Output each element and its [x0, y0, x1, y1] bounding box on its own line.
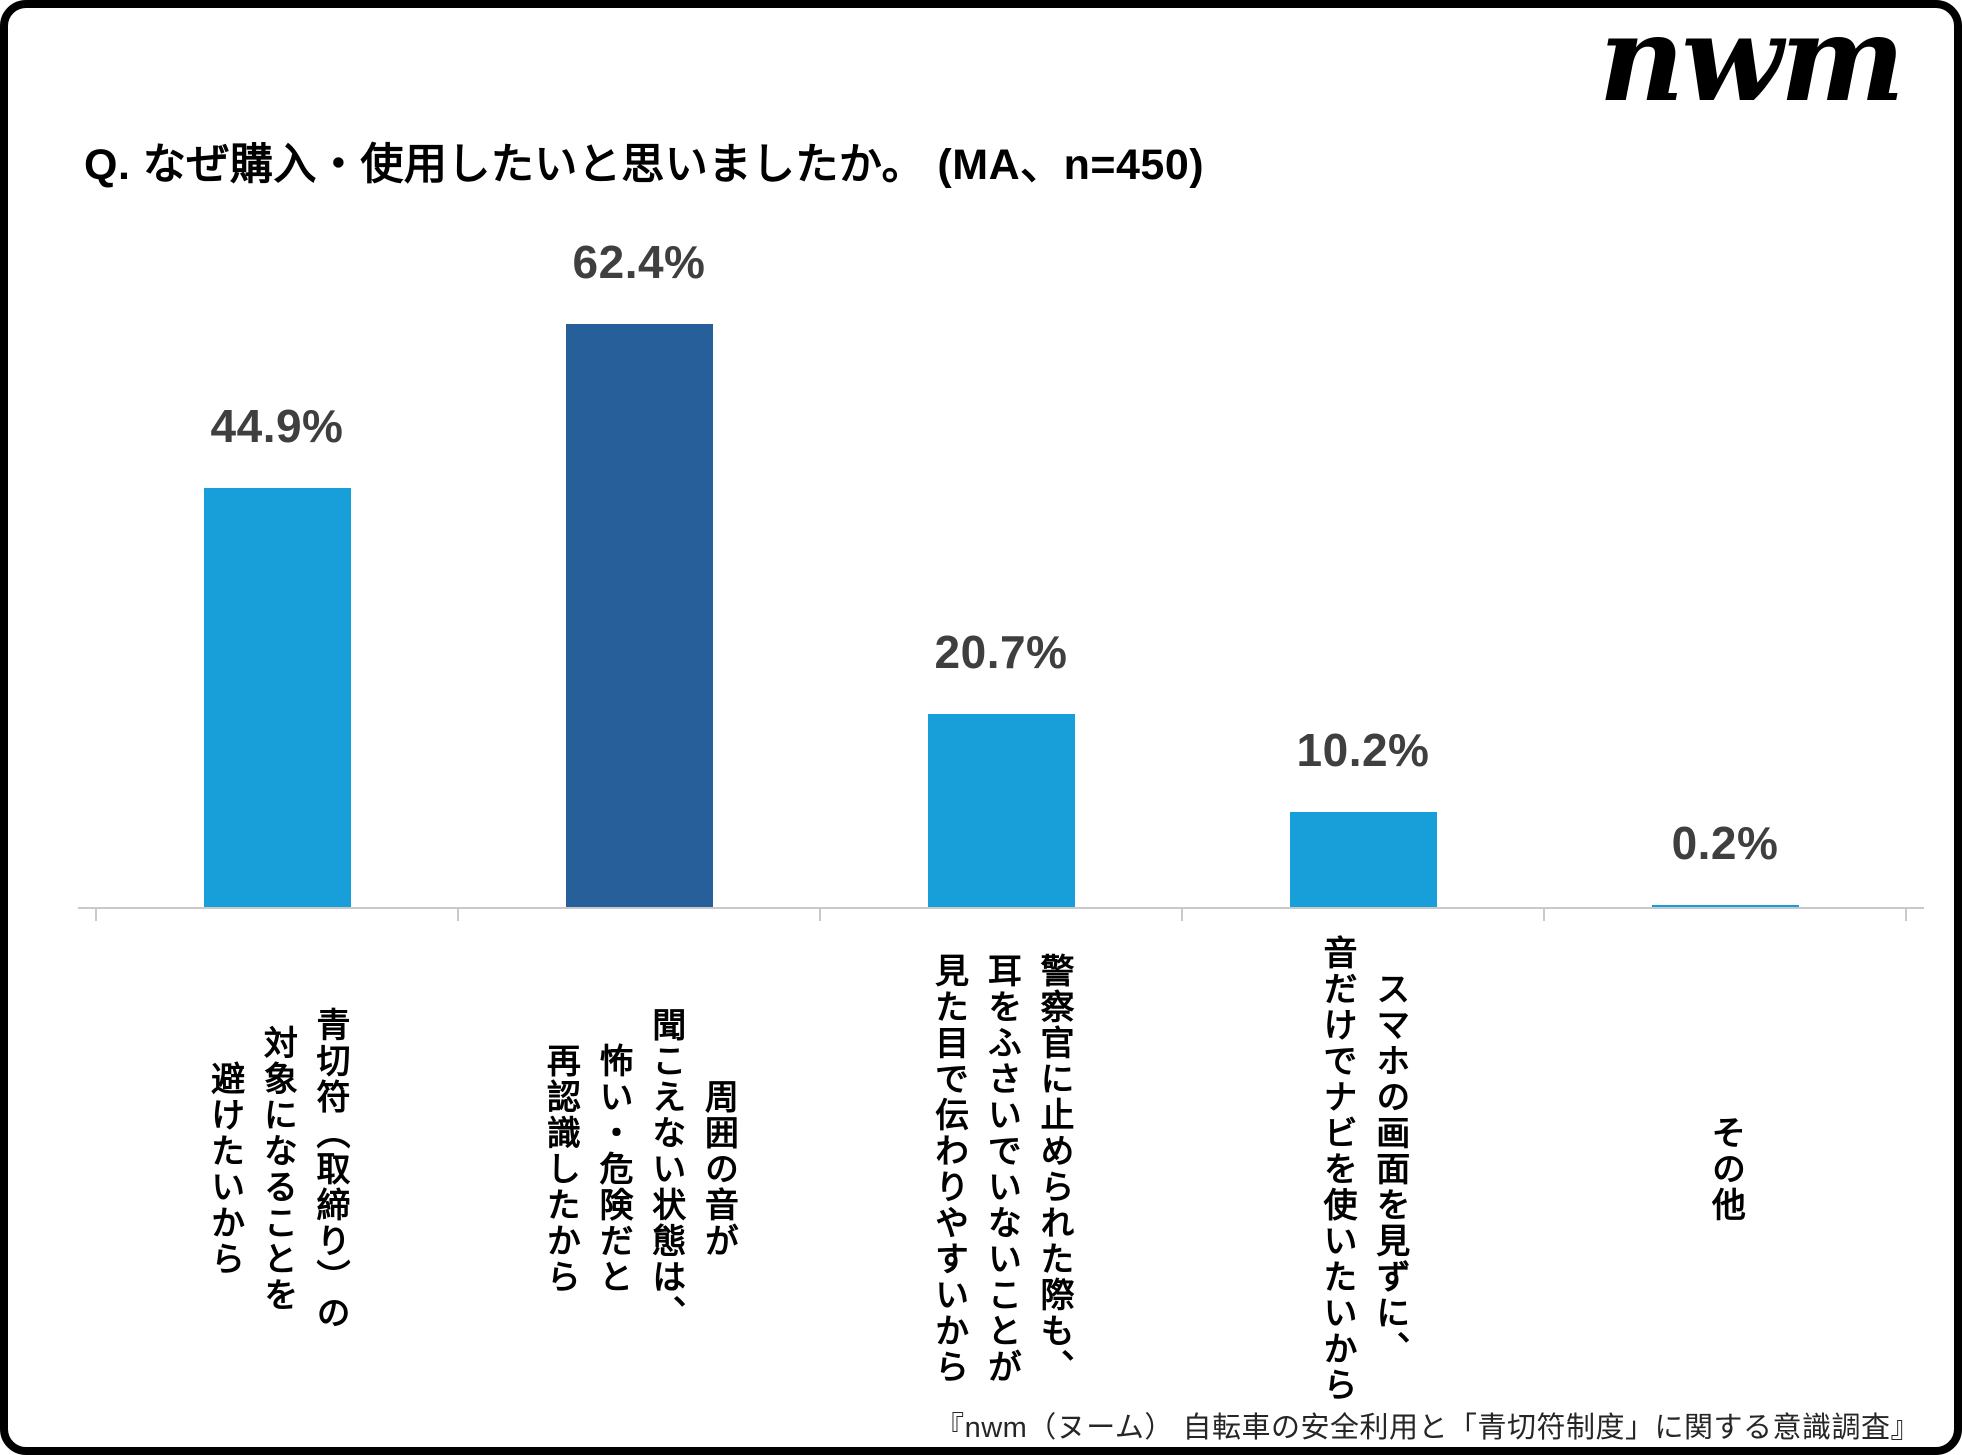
- axis-tick-4: [1543, 907, 1545, 921]
- axis-tick-5: [1905, 907, 1907, 921]
- category-label-4: その他: [1706, 1115, 1745, 1223]
- value-label-2: 20.7%: [934, 626, 1068, 678]
- category-cell-1: 周囲の音が 聞こえない状態は、 怖い・危険だと 再認識したから: [458, 923, 820, 1423]
- category-labels-row: 青切符（取締り）の 対象になることを 避けたいから 周囲の音が 聞こえない状態は、…: [96, 923, 1906, 1423]
- category-cell-4: その他: [1544, 923, 1906, 1423]
- value-label-1: 62.4%: [572, 236, 706, 288]
- axis-tick-0: [95, 907, 97, 921]
- source-caption: 『nwm（ヌーム） 自転車の安全利用と「青切符制度」に関する意識調査』: [935, 1412, 1920, 1444]
- category-label-1: 周囲の音が 聞こえない状態は、 怖い・危険だと 再認識したから: [541, 1007, 738, 1331]
- bar-3: [1289, 812, 1437, 907]
- category-cell-2: 警察官に止められた際も、 耳をふさいでいないことが 見た目で伝わりやすいから: [820, 923, 1182, 1423]
- category-label-2: 警察官に止められた際も、 耳をふさいでいないことが 見た目で伝わりやすいから: [929, 953, 1074, 1385]
- axis-tick-1: [457, 907, 459, 921]
- axis-tick-3: [1181, 907, 1183, 921]
- x-axis-line: [78, 907, 1924, 909]
- category-label-3: スマホの画面を見ずに、 音だけでナビを使いたいから: [1318, 935, 1409, 1403]
- page-title: Q. なぜ購入・使用したいと思いましたか。 (MA、n=450): [84, 141, 1205, 189]
- category-cell-3: スマホの画面を見ずに、 音だけでナビを使いたいから: [1182, 923, 1544, 1423]
- axis-tick-2: [819, 907, 821, 921]
- value-label-3: 10.2%: [1296, 724, 1430, 776]
- category-cell-0: 青切符（取締り）の 対象になることを 避けたいから: [96, 923, 458, 1423]
- bar-4: [1651, 905, 1799, 907]
- bar-2: [927, 714, 1075, 907]
- category-label-0: 青切符（取締り）の 対象になることを 避けたいから: [205, 1007, 350, 1331]
- bar-1: [565, 324, 713, 907]
- nwm-logo: nwm: [1598, 0, 1905, 128]
- bar-0: [203, 488, 351, 907]
- plot-area: 44.9% 62.4% 20.7% 10.2% 0.2%: [78, 236, 1924, 921]
- value-label-0: 44.9%: [210, 400, 344, 452]
- value-label-4: 0.2%: [1671, 817, 1779, 869]
